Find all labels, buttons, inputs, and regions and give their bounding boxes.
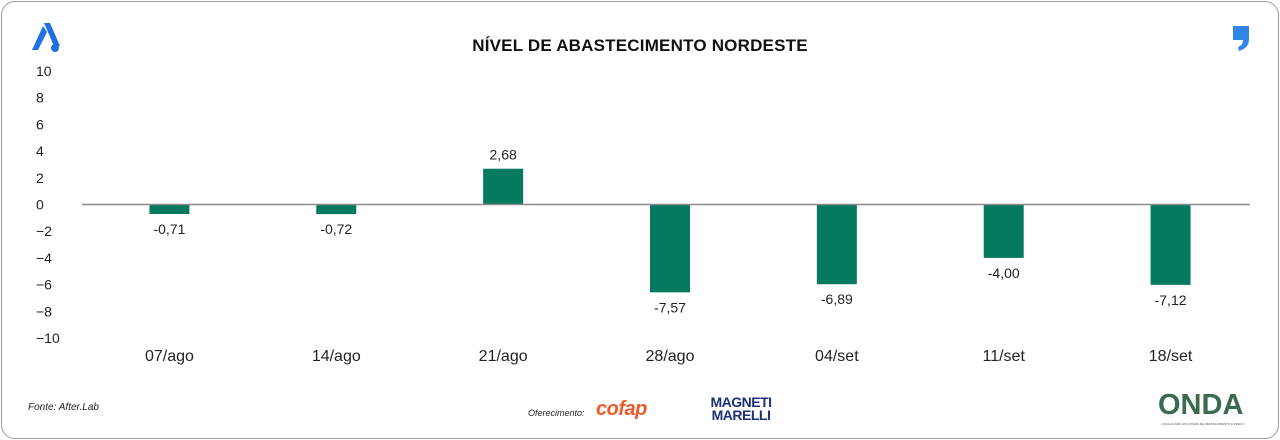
x-tick-label: 28/ago	[646, 348, 695, 365]
bar	[816, 204, 857, 285]
bar	[149, 204, 190, 214]
cofap-logo: cofap	[596, 398, 647, 420]
y-tick-label: 10	[36, 63, 52, 79]
x-tick-label: 14/ago	[312, 348, 361, 365]
magneti-marelli-logo: MAGNETI MARELLI	[710, 394, 772, 423]
sponsor-label: Oferecimento:	[528, 408, 585, 418]
data-label: 2,68	[490, 147, 517, 163]
x-tick-label: 21/ago	[479, 348, 528, 365]
bar	[1150, 204, 1191, 285]
y-tick-label: 0	[36, 197, 44, 213]
onda-tagline: OSCILAÇÕES NOS NÍVEIS DE ABASTECIMENTO E…	[1161, 422, 1245, 426]
bar	[483, 168, 524, 205]
data-label: -0,71	[153, 221, 185, 237]
y-tick-label: 6	[36, 116, 44, 132]
y-tick-label: −10	[36, 330, 60, 346]
source-note: Fonte: After.Lab	[28, 402, 99, 413]
bar	[983, 204, 1024, 258]
chart-title: NÍVEL DE ABASTECIMENTO NORDESTE	[472, 36, 808, 55]
onda-logo: ONDA	[1158, 389, 1244, 421]
y-tick-label: 8	[36, 90, 44, 106]
brand-a-icon	[32, 23, 60, 52]
data-label: -4,00	[988, 265, 1020, 281]
x-tick-label: 18/set	[1149, 348, 1193, 365]
data-label: -0,72	[320, 221, 352, 237]
y-tick-label: −4	[36, 250, 52, 266]
data-label: -7,12	[1155, 292, 1187, 308]
bar	[650, 204, 690, 293]
y-tick-label: 2	[36, 170, 44, 186]
x-tick-label: 07/ago	[145, 348, 194, 365]
data-label: -7,57	[654, 299, 686, 315]
x-tick-label: 11/set	[983, 348, 1026, 365]
y-tick-label: −2	[36, 223, 52, 239]
data-label: -6,89	[821, 291, 853, 307]
x-tick-label: 04/set	[815, 348, 859, 365]
bar	[316, 204, 357, 215]
y-tick-label: 4	[36, 143, 44, 159]
y-tick-label: −6	[36, 277, 52, 293]
y-tick-label: −8	[36, 303, 52, 319]
quote-icon	[1233, 26, 1249, 51]
